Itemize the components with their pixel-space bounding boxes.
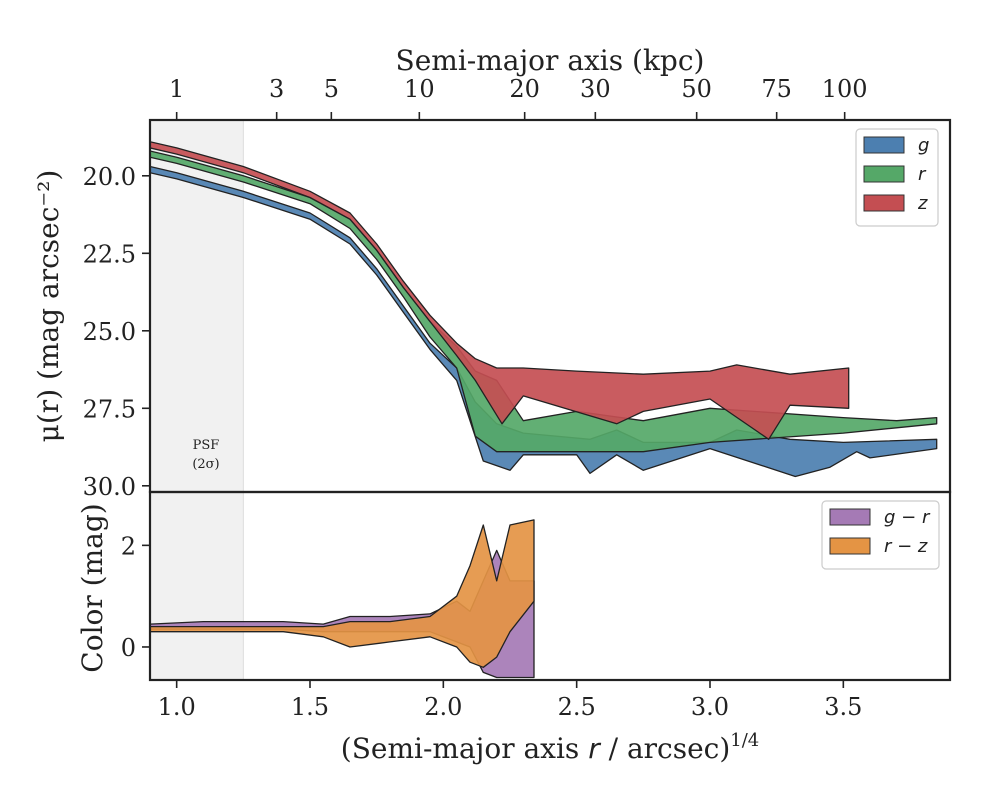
top-y-axis-ticks: 20.0 22.5 25.0 27.5 30.0 — [83, 163, 150, 501]
bottom-y-axis-ticks: 02 — [121, 532, 150, 662]
legend-label-z: z — [917, 193, 928, 214]
top-tick-label: 10 — [404, 75, 435, 103]
legend-label-r-z: r − z — [884, 536, 928, 557]
top-legend: grz — [856, 129, 938, 226]
top-y-tick-label: 27.5 — [83, 395, 136, 423]
x-axis-label-exponent: 1/4 — [730, 730, 759, 751]
top-y-tick-label: 25.0 — [83, 318, 136, 346]
legend-label-g: g — [918, 135, 929, 156]
x-axis-label-main: (Semi-major axis — [341, 732, 588, 765]
top-tick-label: 100 — [822, 75, 868, 103]
psf-region-bottom — [150, 492, 243, 680]
x-tick-label: 1.0 — [158, 693, 196, 721]
top-panel-series — [150, 142, 937, 477]
top-axis-ticks: 1 3 5 10 20 30 50 75 100 — [169, 75, 868, 120]
x-tick-label: 3.0 — [691, 693, 729, 721]
top-tick-label: 3 — [269, 75, 284, 103]
top-tick-label: 50 — [681, 75, 712, 103]
top-tick-label: 30 — [580, 75, 611, 103]
x-tick-label: 3.5 — [824, 693, 862, 721]
surface-brightness-chart: Semi-major axis (kpc) 1 3 5 10 20 30 50 75 100 P… — [0, 0, 1000, 800]
legend-swatch-r — [864, 166, 904, 182]
legend-label-g-r: g − r — [884, 507, 931, 528]
top-y-axis-label: μ(r) (mag arcsec⁻²) — [32, 170, 65, 443]
x-axis-label-tail: / arcsec) — [600, 732, 731, 765]
x-tick-label: 2.0 — [424, 693, 462, 721]
x-axis-ticks: 1.0 1.5 2.0 2.5 3.0 3.5 — [158, 680, 863, 721]
x-tick-label: 2.5 — [558, 693, 596, 721]
x-axis-label: (Semi-major axis r / arcsec)1/4 — [341, 730, 759, 765]
top-y-tick-label: 22.5 — [83, 240, 136, 268]
top-tick-label: 20 — [509, 75, 540, 103]
bottom-legend: g − r r − z — [822, 501, 939, 569]
top-tick-label: 5 — [324, 75, 339, 103]
legend-swatch-g-r — [830, 509, 870, 525]
psf-label-line2: (2σ) — [192, 457, 219, 472]
top-tick-label: 1 — [169, 75, 184, 103]
bottom-y-axis-label: Color (mag) — [76, 503, 109, 672]
legend-swatch-z — [864, 195, 904, 211]
top-y-tick-label: 30.0 — [83, 473, 136, 501]
psf-label-line1: PSF — [193, 438, 220, 453]
top-tick-label: 75 — [761, 75, 792, 103]
bottom-y-tick-label: 2 — [121, 532, 136, 560]
top-y-tick-label: 20.0 — [83, 163, 136, 191]
legend-swatch-g — [864, 137, 904, 153]
bottom-y-tick-label: 0 — [121, 634, 136, 662]
x-tick-label: 1.5 — [291, 693, 329, 721]
legend-swatch-r-z — [830, 538, 870, 554]
top-axis-label: Semi-major axis (kpc) — [396, 44, 705, 77]
